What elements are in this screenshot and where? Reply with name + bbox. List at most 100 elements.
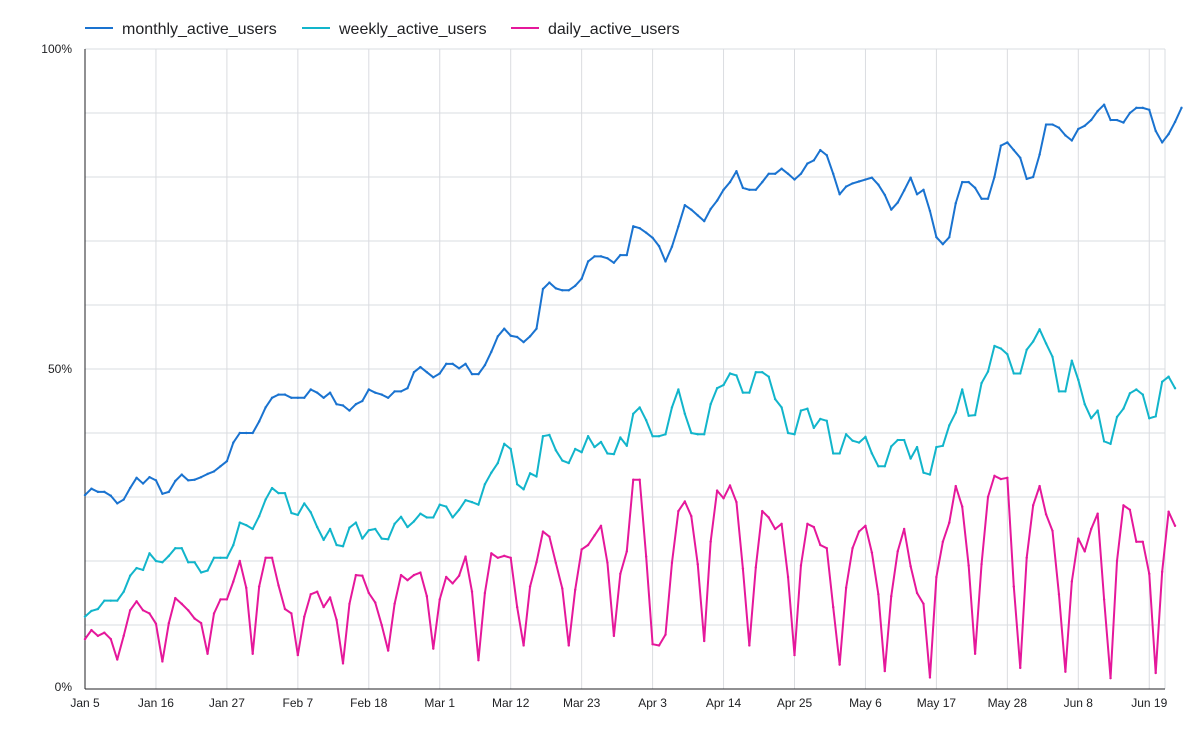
data-point	[961, 388, 964, 391]
data-point	[786, 431, 790, 435]
x-tick-label: Apr 3	[638, 696, 667, 710]
data-point	[728, 484, 732, 487]
data-point	[677, 225, 680, 228]
data-point	[141, 482, 145, 485]
data-point	[296, 396, 300, 399]
data-point	[116, 502, 119, 505]
data-point	[335, 618, 338, 622]
data-point	[316, 590, 319, 593]
data-point	[322, 396, 325, 399]
data-point	[980, 197, 983, 200]
data-point	[825, 154, 828, 157]
data-point	[406, 525, 409, 529]
data-point	[515, 605, 519, 609]
data-point	[683, 412, 687, 415]
data-point	[728, 180, 732, 184]
data-point	[535, 327, 538, 330]
data-point	[90, 609, 93, 613]
data-point	[90, 628, 93, 632]
data-point	[683, 500, 687, 503]
data-point	[109, 599, 113, 602]
data-point	[606, 561, 609, 565]
data-point	[303, 396, 306, 399]
data-point	[625, 550, 628, 553]
data-point	[412, 520, 416, 523]
data-point	[561, 459, 564, 462]
data-point	[109, 637, 113, 641]
data-point	[1154, 671, 1157, 675]
data-point	[528, 335, 532, 338]
data-point	[83, 637, 87, 641]
x-tick-label: Mar 1	[424, 696, 455, 710]
data-point	[154, 559, 158, 563]
data-point	[509, 556, 512, 559]
data-point	[1012, 585, 1015, 588]
series-line	[84, 103, 1183, 505]
data-point	[419, 365, 422, 369]
data-point	[1122, 504, 1125, 507]
data-point	[367, 388, 370, 391]
data-point	[451, 582, 454, 585]
data-point	[703, 219, 706, 223]
data-point	[1180, 106, 1183, 110]
data-point	[1128, 508, 1132, 511]
data-point	[664, 433, 667, 436]
data-point	[438, 598, 441, 601]
data-point	[187, 609, 190, 612]
data-point	[187, 561, 190, 564]
legend-item[interactable]: monthly_active_users	[85, 21, 277, 38]
data-point	[844, 586, 848, 590]
data-point	[348, 526, 351, 529]
data-point	[154, 622, 158, 625]
data-point	[425, 595, 429, 598]
data-point	[851, 182, 854, 185]
data-point	[670, 561, 674, 565]
data-point	[967, 180, 970, 184]
data-point	[509, 334, 512, 337]
data-point	[754, 188, 757, 191]
data-point	[586, 543, 590, 547]
data-point	[515, 483, 519, 486]
data-point	[644, 419, 648, 422]
data-point	[922, 188, 925, 191]
data-point	[1077, 537, 1080, 540]
data-point	[902, 189, 906, 192]
data-point	[715, 489, 719, 492]
data-point	[116, 658, 119, 661]
data-point	[1167, 132, 1170, 136]
data-point	[128, 486, 132, 490]
data-point	[1090, 118, 1093, 122]
data-point	[1064, 134, 1067, 137]
data-point	[767, 516, 770, 519]
data-point	[380, 393, 383, 396]
data-point	[683, 203, 687, 207]
data-point	[625, 253, 628, 257]
data-point	[722, 383, 725, 387]
data-point	[780, 522, 783, 526]
data-point	[206, 472, 209, 476]
data-point	[548, 433, 551, 437]
data-point	[348, 409, 351, 412]
data-point	[915, 193, 919, 196]
legend-item[interactable]: weekly_active_users	[302, 21, 487, 38]
legend-item[interactable]: daily_active_users	[511, 21, 680, 38]
data-point	[238, 431, 241, 435]
data-point	[470, 500, 474, 504]
data-point	[503, 442, 506, 446]
data-point	[786, 172, 790, 175]
data-point	[541, 287, 545, 291]
data-point	[212, 612, 216, 615]
data-point	[644, 231, 648, 234]
data-point	[199, 475, 203, 479]
data-point	[1128, 392, 1132, 395]
data-point	[187, 479, 190, 482]
data-point	[245, 523, 248, 527]
data-point	[154, 479, 158, 482]
data-point	[483, 591, 487, 595]
data-point	[1141, 393, 1145, 396]
series-lines	[83, 103, 1183, 680]
data-point	[1064, 670, 1067, 673]
data-point	[1160, 141, 1164, 144]
data-point	[1044, 123, 1048, 126]
data-point	[335, 543, 338, 547]
